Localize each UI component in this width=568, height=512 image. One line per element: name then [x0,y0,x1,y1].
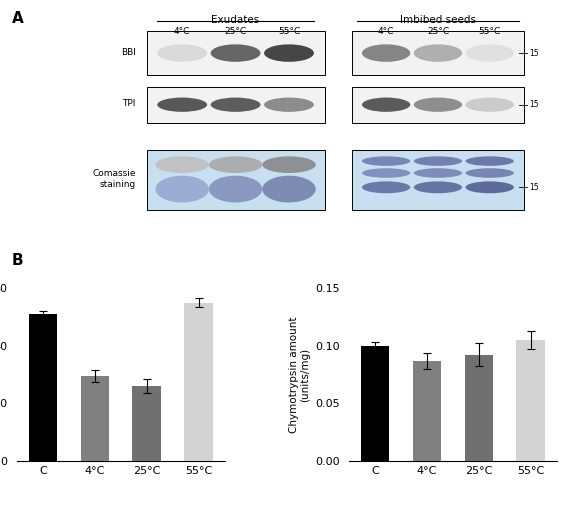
Bar [132,386,161,461]
Bar [516,340,545,461]
Text: 4°C: 4°C [174,27,190,36]
Text: 55°C: 55°C [278,27,300,36]
Bar [29,314,57,461]
Ellipse shape [209,156,262,173]
Bar [413,360,441,461]
Bar [361,346,389,461]
FancyBboxPatch shape [352,87,524,122]
Ellipse shape [466,168,514,178]
Ellipse shape [362,45,410,62]
Ellipse shape [262,156,316,173]
FancyBboxPatch shape [147,151,325,210]
Text: A: A [11,11,23,27]
Text: Imbibed seeds: Imbibed seeds [400,15,476,26]
Bar [465,355,493,461]
Text: 15: 15 [529,183,539,192]
Text: B: B [11,253,23,268]
Text: 55°C: 55°C [479,27,501,36]
Ellipse shape [264,45,314,62]
Ellipse shape [362,181,410,193]
Text: 25°C: 25°C [427,27,449,36]
Ellipse shape [414,45,462,62]
Ellipse shape [362,156,410,166]
Ellipse shape [264,98,314,112]
FancyBboxPatch shape [352,151,524,210]
Ellipse shape [157,98,207,112]
Ellipse shape [211,98,261,112]
Text: Exudates: Exudates [211,15,260,26]
Ellipse shape [156,156,209,173]
Ellipse shape [362,168,410,178]
Ellipse shape [414,181,462,193]
Text: BBI: BBI [121,48,136,57]
Text: 15: 15 [529,49,539,57]
Bar [81,376,109,461]
Ellipse shape [211,45,261,62]
Ellipse shape [362,98,410,112]
Ellipse shape [466,98,514,112]
Ellipse shape [209,176,262,202]
Ellipse shape [414,98,462,112]
Text: Comassie
staining: Comassie staining [92,169,136,189]
Text: 25°C: 25°C [224,27,247,36]
Ellipse shape [157,45,207,62]
Ellipse shape [414,168,462,178]
Ellipse shape [466,181,514,193]
Ellipse shape [156,176,209,202]
Bar [185,303,213,461]
Text: 4°C: 4°C [378,27,394,36]
Ellipse shape [466,156,514,166]
Y-axis label: Chymotrypsin amount
(units/mg): Chymotrypsin amount (units/mg) [289,316,311,433]
FancyBboxPatch shape [147,87,325,122]
Ellipse shape [262,176,316,202]
Ellipse shape [414,156,462,166]
FancyBboxPatch shape [147,31,325,75]
FancyBboxPatch shape [352,31,524,75]
Text: TPI: TPI [122,99,136,108]
Text: 15: 15 [529,100,539,109]
Ellipse shape [466,45,514,62]
